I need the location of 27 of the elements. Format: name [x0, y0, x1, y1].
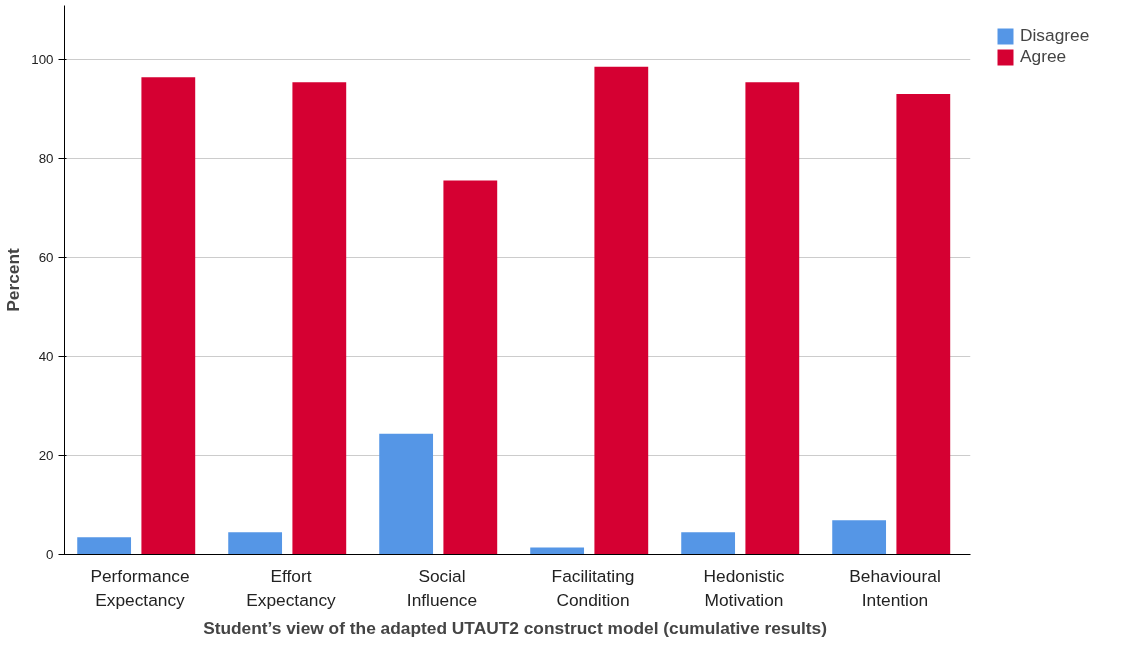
bar: [896, 94, 951, 555]
bar: [228, 532, 283, 555]
x-tick-label: Effort Expectancy: [246, 565, 337, 610]
y-tick-label: 100: [31, 52, 54, 68]
y-tick-label: 0: [46, 547, 54, 562]
x-tick-label: Behavioural Intention: [849, 565, 941, 610]
bar: [681, 532, 736, 555]
legend-label: Disagree: [1020, 25, 1090, 46]
x-tick-label: Performance Expectancy: [90, 565, 190, 610]
bar: [832, 520, 887, 555]
bar: [77, 537, 132, 555]
x-tick-label: Social Influence: [406, 565, 478, 610]
bar: [745, 82, 800, 555]
y-tick-label: 40: [38, 349, 54, 365]
bar: [292, 82, 347, 555]
x-tick-label: Facilitating Condition: [551, 565, 635, 610]
bar: [594, 66, 649, 555]
bar: [443, 180, 498, 555]
y-tick-label: 60: [38, 250, 54, 266]
x-axis-title: Student’s view of the adapted UTAUT2 construct model (cumulative results): [203, 617, 828, 638]
legend-label: Agree: [1020, 46, 1067, 67]
y-tick-label: 80: [38, 151, 54, 167]
bar: [379, 433, 434, 555]
x-tick-label: Hedonistic Motivation: [703, 565, 785, 610]
y-tick-label: 20: [38, 448, 54, 464]
bar: [141, 77, 196, 555]
y-axis-title: Percent: [3, 247, 24, 312]
